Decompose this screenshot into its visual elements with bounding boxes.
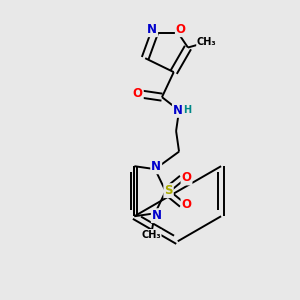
Text: S: S xyxy=(164,184,173,197)
Text: CH₃: CH₃ xyxy=(197,37,217,46)
Text: O: O xyxy=(182,172,191,184)
Text: H: H xyxy=(183,105,191,115)
Text: O: O xyxy=(176,23,186,36)
Text: N: N xyxy=(147,23,157,36)
Text: N: N xyxy=(151,160,161,173)
Text: N: N xyxy=(152,209,162,222)
Text: O: O xyxy=(133,87,143,100)
Text: CH₃: CH₃ xyxy=(141,230,161,240)
Text: O: O xyxy=(182,198,191,211)
Text: N: N xyxy=(173,104,183,117)
